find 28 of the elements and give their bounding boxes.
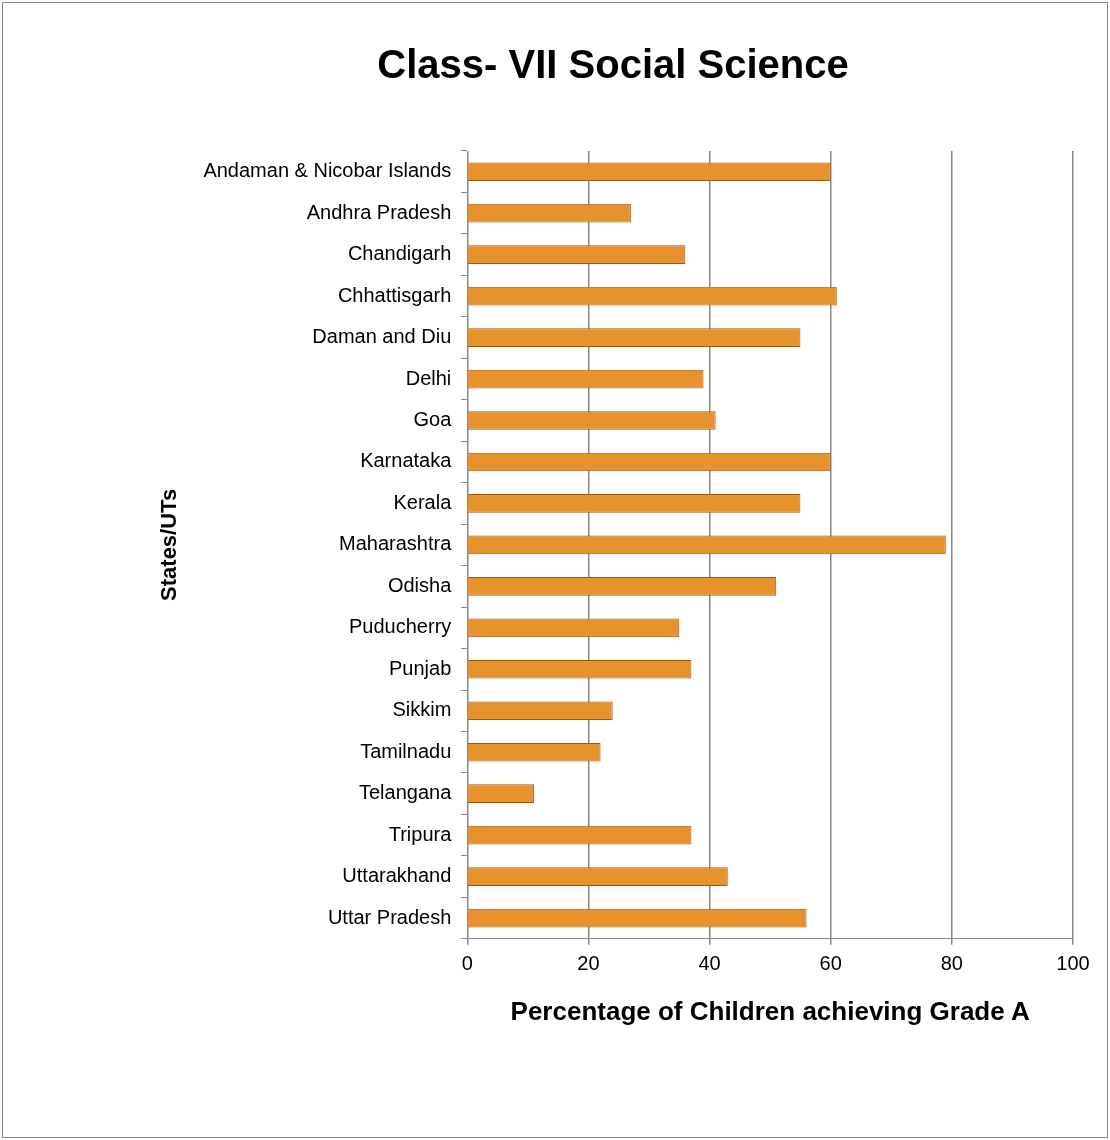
x-tick-label: 40: [698, 952, 721, 975]
y-tick-label: Karnataka: [360, 449, 453, 472]
x-tick-label: 0: [461, 952, 473, 975]
y-tick-label: Uttarakhand: [342, 864, 452, 887]
y-tick-label: Kerala: [393, 490, 453, 513]
y-tick-label: Chhattisgarh: [337, 283, 452, 306]
y-tick-label: Odisha: [387, 573, 453, 596]
y-tick-label: Puducherry: [349, 615, 452, 638]
y-tick-label: Daman and Diu: [312, 325, 452, 348]
chart-title: Class- VII Social Science: [377, 42, 849, 87]
y-tick-label: Andhra Pradesh: [306, 200, 452, 223]
y-tick-label: Punjab: [389, 656, 452, 679]
y-tick-label: Goa: [413, 408, 453, 431]
y-tick-label: Chandigarh: [347, 242, 452, 265]
x-tick-label: 20: [577, 952, 600, 975]
x-tick-label: 80: [940, 952, 963, 975]
y-tick-label: Telangana: [359, 781, 453, 804]
x-tick-label: 60: [819, 952, 842, 975]
x-axis-title: Percentage of Children achieving Grade A: [510, 995, 1030, 1026]
y-tick-label: Uttar Pradesh: [327, 905, 452, 928]
y-tick-label: Sikkim: [392, 698, 452, 721]
y-tick-label: Maharashtra: [339, 532, 453, 555]
x-tick-label: 100: [1056, 952, 1090, 975]
y-tick-label: Tripura: [388, 822, 453, 845]
y-tick-label: Delhi: [405, 366, 452, 389]
y-tick-label: Andaman & Nicobar Islands: [203, 159, 452, 182]
y-axis-title: States/UTs: [156, 488, 182, 601]
y-tick-label: Tamilnadu: [360, 739, 452, 762]
